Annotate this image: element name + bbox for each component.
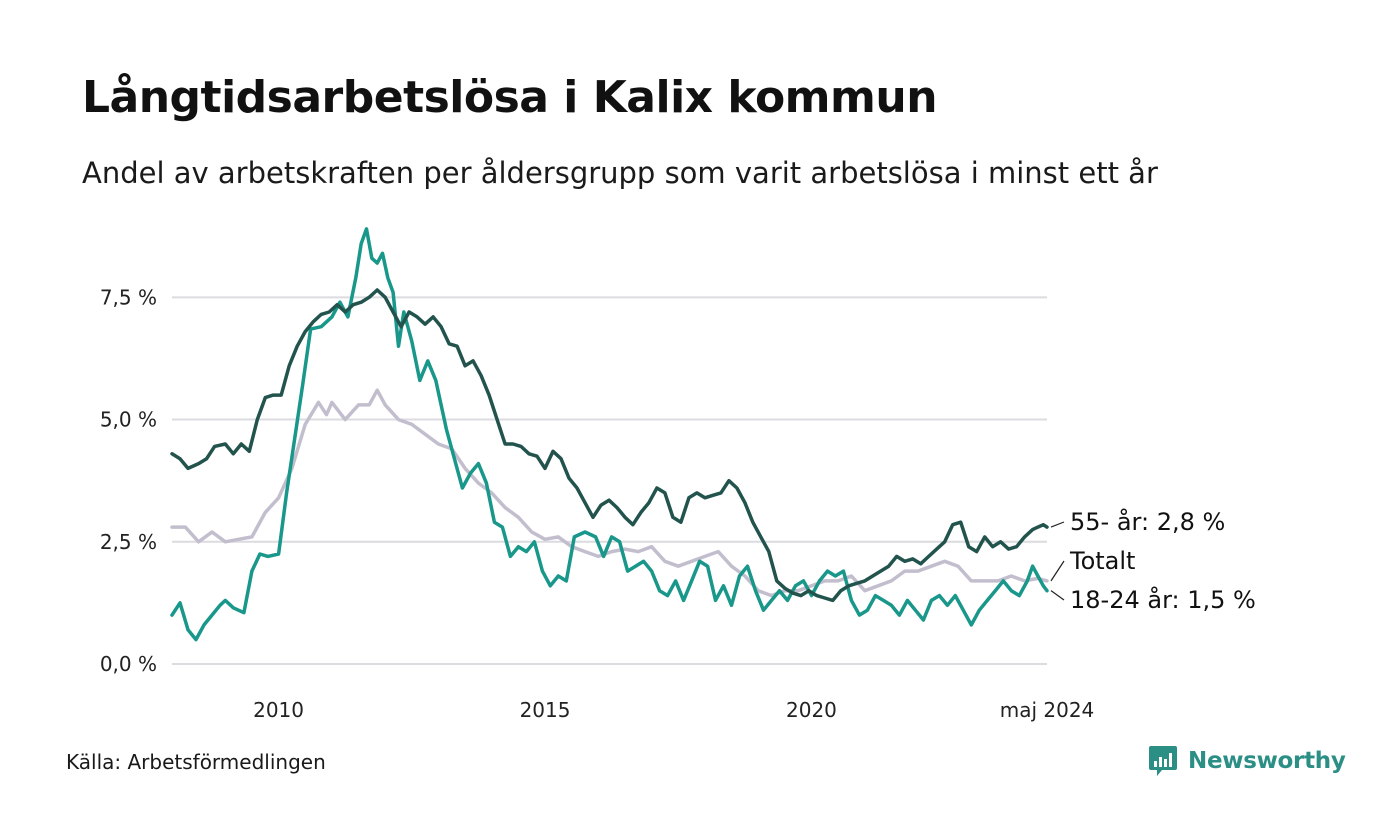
brand-name: Newsworthy	[1188, 748, 1346, 774]
x-tick-label: maj 2024	[1000, 698, 1095, 722]
y-tick-label: 7,5 %	[100, 285, 157, 309]
label-leader-line	[1050, 590, 1065, 601]
source-note: Källa: Arbetsförmedlingen	[66, 750, 326, 774]
chart-title: Långtidsarbetslösa i Kalix kommun	[82, 72, 938, 123]
series-end-label: 18-24 år: 1,5 %	[1070, 585, 1256, 614]
series-line-1	[170, 227, 1049, 642]
y-axis-ticks: 0,0 % 2,5 % 5,0 % 7,5 %	[100, 285, 157, 676]
x-tick-label: 2015	[520, 698, 571, 722]
label-leader-line	[1050, 521, 1065, 528]
series-end-label: 55- år: 2,8 %	[1070, 507, 1225, 536]
label-leader-line	[1050, 560, 1065, 582]
series-lines	[170, 227, 1049, 642]
newsworthy-logo: Newsworthy	[1148, 744, 1346, 778]
line-chart: 0,0 % 2,5 % 5,0 % 7,5 % 2010 2015 2020 maj 202…	[100, 227, 1256, 722]
y-tick-label: 2,5 %	[100, 530, 157, 554]
x-tick-label: 2020	[786, 698, 837, 722]
x-tick-label: 2010	[253, 698, 304, 722]
series-end-labels: Totalt 18-24 år: 1,5 % 55- år: 2,8 %	[1050, 507, 1256, 614]
gridlines	[172, 296, 1047, 665]
chart-subtitle: Andel av arbetskraften per åldersgrupp s…	[82, 156, 1158, 190]
series-end-label: Totalt	[1069, 547, 1135, 575]
y-tick-label: 0,0 %	[100, 652, 157, 676]
series-line-0	[170, 388, 1049, 598]
x-axis-ticks: 2010 2015 2020 maj 2024	[253, 698, 1094, 722]
newsworthy-logo-icon	[1149, 746, 1177, 776]
series-line-2	[170, 288, 1049, 603]
y-tick-label: 5,0 %	[100, 408, 157, 432]
